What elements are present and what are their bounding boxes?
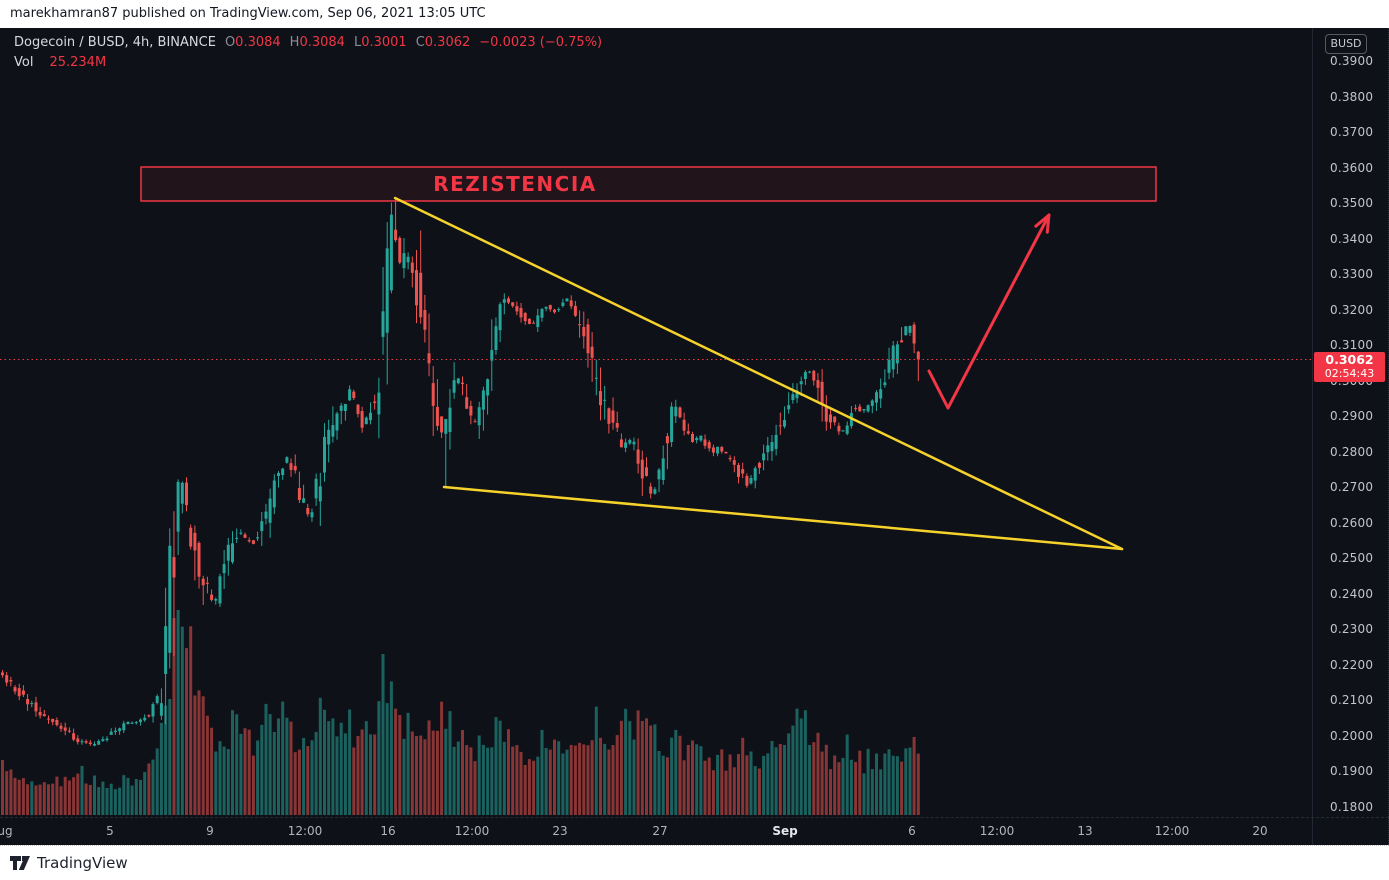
time-tick[interactable]: 20 [1252, 824, 1268, 838]
time-tick[interactable]: 27 [652, 824, 668, 838]
price-tick: 0.2400 [1330, 586, 1374, 601]
time-tick[interactable]: 12:00 [1154, 824, 1190, 838]
price-tick: 0.2600 [1330, 515, 1374, 530]
legend-ohlc-row: Dogecoin / BUSD, 4h, BINANCE O0.3084 H0.… [14, 33, 602, 53]
low-value: L0.3001 [353, 35, 407, 50]
footer-bar[interactable]: TradingView [0, 845, 1389, 880]
price-tick: 0.3700 [1330, 125, 1374, 139]
price-tick: 0.3200 [1330, 302, 1374, 317]
legend-volume-row: Vol 25.234M [14, 53, 602, 73]
price-plot[interactable]: REZISTENCIA [0, 28, 1312, 845]
attribution-text: marekhamran87 published on TradingView.c… [10, 6, 486, 21]
change-value: −0.0023 (−0.75%) [479, 35, 603, 50]
time-tick[interactable]: 12:00 [454, 824, 490, 838]
lower-wedge-line[interactable] [442, 485, 1124, 551]
time-tick[interactable]: 16 [380, 824, 396, 838]
symbol-legend[interactable]: Dogecoin / BUSD, 4h, BINANCE O0.3084 H0.… [14, 33, 602, 73]
price-tick: 0.2900 [1330, 409, 1374, 423]
price-tick: 0.3600 [1330, 160, 1374, 175]
volume-value: 25.234M [49, 55, 107, 70]
high-value: H0.3084 [289, 35, 345, 50]
price-tick: 0.3900 [1330, 54, 1374, 68]
resistance-label: REZISTENCIA [433, 172, 597, 196]
open-value: O0.3084 [224, 35, 281, 50]
last-price: 0.3062 [1325, 352, 1374, 368]
price-tick: 0.2500 [1330, 551, 1374, 565]
time-tick[interactable]: 5 [106, 824, 114, 838]
tradingview-logo-icon [10, 856, 30, 870]
attribution-bar: marekhamran87 published on TradingView.c… [0, 0, 1389, 28]
price-tick: 0.2000 [1330, 728, 1374, 743]
time-axis[interactable]: ug 5 9 12:00 16 12:00 23 27 Sep 6 12:00 13 12:00 20 [0, 817, 1389, 845]
price-axis[interactable]: BUSD 0.3900 0.3800 0.3700 0.3600 0.3500 0.340… [1312, 28, 1389, 845]
projection-arrow[interactable] [927, 213, 1051, 410]
price-tick: 0.1900 [1330, 764, 1374, 778]
time-tick[interactable]: Sep [772, 824, 798, 838]
price-tick: 0.3800 [1330, 89, 1374, 104]
price-tick: 0.2700 [1330, 480, 1374, 494]
price-tick: 0.2200 [1330, 657, 1374, 672]
price-tick: 0.2300 [1330, 622, 1374, 636]
upper-wedge-line[interactable] [393, 196, 1124, 551]
time-tick[interactable]: 23 [552, 824, 568, 838]
price-tick: 0.3500 [1330, 196, 1374, 210]
time-tick[interactable]: 13 [1077, 824, 1093, 838]
time-tick[interactable]: 12:00 [979, 824, 1015, 838]
current-price-badge: 0.3062 02:54:43 [1314, 352, 1385, 383]
price-tick: 0.3400 [1330, 231, 1374, 246]
bar-countdown: 02:54:43 [1324, 367, 1375, 381]
time-tick[interactable]: 12:00 [287, 824, 323, 838]
close-value: C0.3062 [415, 35, 471, 50]
price-tick: 0.2800 [1330, 444, 1374, 459]
price-tick: 0.3300 [1330, 267, 1374, 281]
chart-region: REZISTENCIA Dogecoin / BUSD, 4h, BINANCE… [0, 28, 1389, 845]
brand-text: TradingView [37, 854, 128, 872]
symbol-title[interactable]: Dogecoin / BUSD, 4h, BINANCE [14, 35, 216, 50]
price-tick: 0.1800 [1330, 799, 1374, 814]
price-tick: 0.3100 [1330, 338, 1374, 352]
time-tick[interactable]: 6 [908, 824, 916, 838]
currency-toggle-button[interactable]: BUSD [1325, 34, 1367, 54]
time-tick[interactable]: ug [0, 824, 13, 838]
volume-label[interactable]: Vol [14, 55, 34, 70]
price-tick: 0.2100 [1330, 693, 1374, 707]
time-tick[interactable]: 9 [206, 824, 214, 838]
